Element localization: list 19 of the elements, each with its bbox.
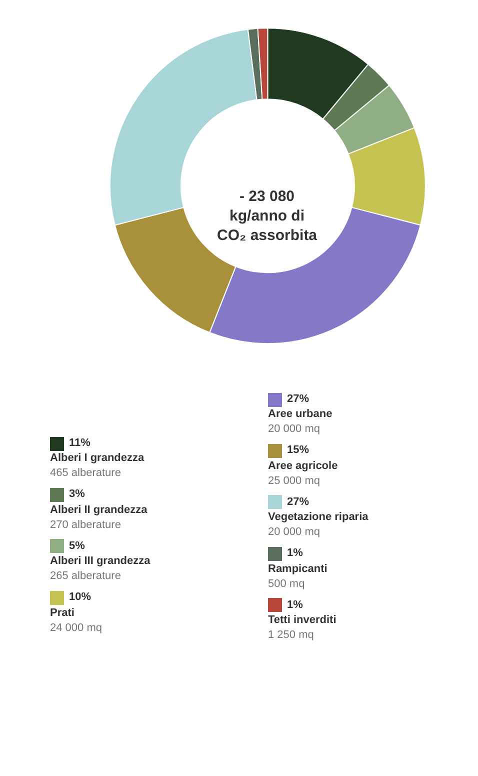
data-label: 5% bbox=[69, 540, 85, 552]
legend-label: Alberi II grandezza 270 alberature bbox=[50, 502, 148, 533]
data-label: 1% bbox=[287, 598, 303, 611]
legend-label: Alberi III grandezza 265 alberature bbox=[50, 554, 152, 584]
data-label: 11% bbox=[69, 437, 90, 449]
data-label: 1% bbox=[287, 547, 303, 560]
data-label: 27% bbox=[287, 393, 310, 405]
data-label: 3% bbox=[69, 488, 85, 500]
legend-label: Vegetazione riparia 20 000 mq bbox=[268, 510, 370, 540]
data-label: 27% bbox=[287, 496, 310, 508]
data-label: 10% bbox=[69, 591, 92, 604]
legend-label: Tetti inverditi 1 250 mq bbox=[268, 613, 338, 644]
legend-label: Aree urbane 20 000 mq bbox=[268, 407, 334, 438]
legend-label: Alberi I grandezza 465 alberature bbox=[50, 451, 146, 482]
legend-label: Prati 24 000 mq bbox=[50, 606, 103, 636]
legend-label: Rampicanti 500 mq bbox=[268, 562, 328, 592]
data-label: 15% bbox=[287, 444, 310, 456]
text: - 23 080 kg/anno di CO₂ assorbita bbox=[217, 188, 318, 244]
legend-label: Aree agricole 25 000 mq bbox=[268, 458, 339, 489]
